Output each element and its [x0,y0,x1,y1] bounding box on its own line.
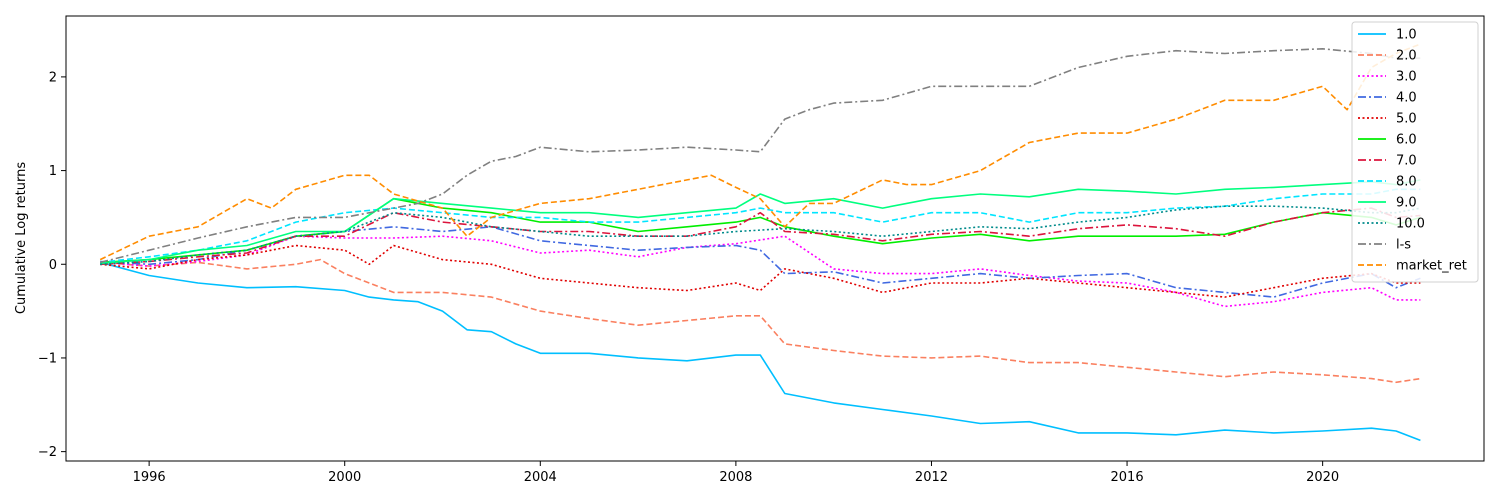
series-line-10.0 [100,205,1421,266]
y-axis: −2 −1 0 1 2 [38,70,66,460]
x-axis: 1996 2000 2004 2008 2012 2016 2020 [133,461,1339,485]
x-tick-label: 2016 [1111,470,1144,485]
series-line-l-s [100,47,1421,264]
y-tick-label: 2 [49,70,57,85]
x-tick-label: 1996 [133,470,166,485]
legend: 1.0 2.0 3.0 4.0 5.0 6.0 7.0 8.0 9.0 10.0 l-s market… [1351,21,1479,283]
x-tick-label: 2012 [915,470,948,485]
series-line-2.0 [100,258,1421,384]
legend-label-3.0: 3.0 [1396,70,1417,85]
y-tick-label: 0 [49,258,57,273]
y-axis-title: Cumulative Log returns [14,162,29,314]
y-tick-label: −1 [38,351,57,366]
legend-label-6.0: 6.0 [1396,133,1417,148]
series-line-market_ret [99,43,1421,261]
x-tick-label: 2000 [328,470,361,485]
plot-lines [99,43,1421,442]
y-tick-label: −2 [38,445,57,460]
plot-frame [65,15,1485,462]
legend-label-8.0: 8.0 [1396,175,1417,190]
legend-label-7.0: 7.0 [1396,154,1417,169]
x-tick-label: 2004 [524,470,557,485]
legend-label-9.0: 9.0 [1396,196,1417,211]
legend-label-5.0: 5.0 [1396,112,1417,127]
series-line-4.0 [100,226,1421,298]
x-tick-label: 2008 [719,470,752,485]
series-line-3.0 [100,235,1421,308]
legend-label-4.0: 4.0 [1396,91,1417,106]
legend-box [1351,21,1479,283]
legend-label-2.0: 2.0 [1396,49,1417,64]
legend-label-10.0: 10.0 [1396,217,1425,232]
y-tick-label: 1 [49,164,57,179]
legend-label-market_ret: market_ret [1396,259,1467,274]
series-line-1.0 [99,261,1421,442]
series-line-5.0 [100,244,1421,298]
series-line-7.0 [100,207,1421,266]
x-tick-label: 2020 [1306,470,1339,485]
series-line-8.0 [100,188,1421,264]
legend-label-1.0: 1.0 [1396,28,1417,43]
legend-label-l-s: l-s [1396,238,1411,253]
